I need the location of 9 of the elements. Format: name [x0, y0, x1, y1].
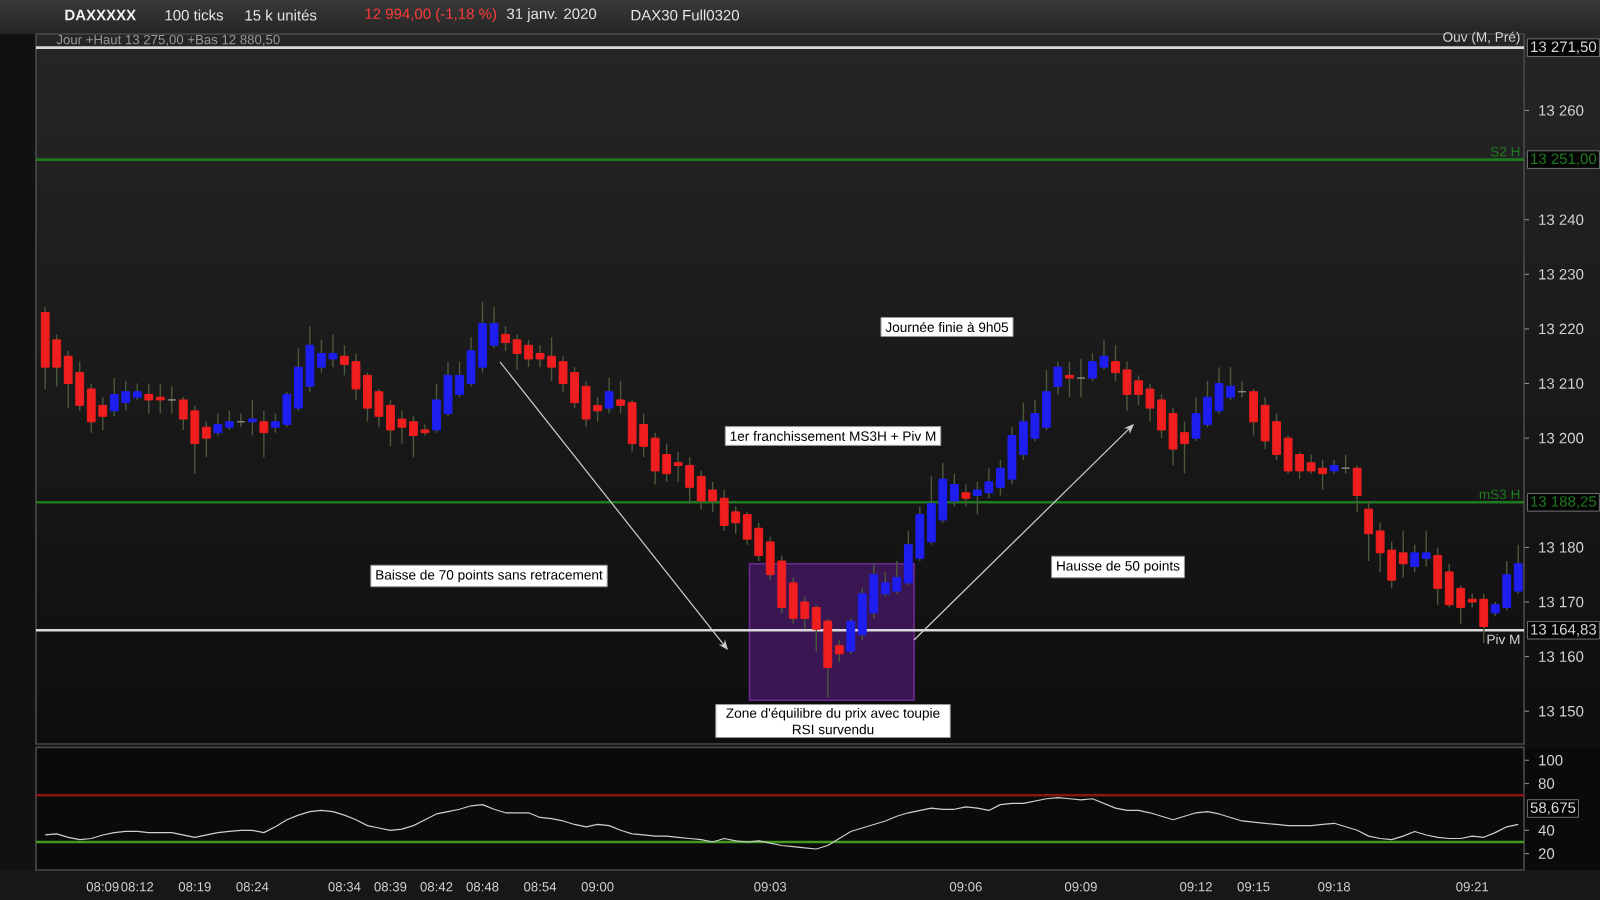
candlestick — [1053, 360, 1063, 396]
candlestick — [1076, 358, 1086, 398]
candlestick — [604, 377, 614, 415]
candlestick — [1352, 464, 1362, 513]
candlestick — [247, 399, 257, 437]
candlestick — [259, 410, 269, 458]
candlestick — [167, 385, 177, 415]
candlestick — [1065, 360, 1074, 398]
candlestick — [961, 483, 971, 508]
